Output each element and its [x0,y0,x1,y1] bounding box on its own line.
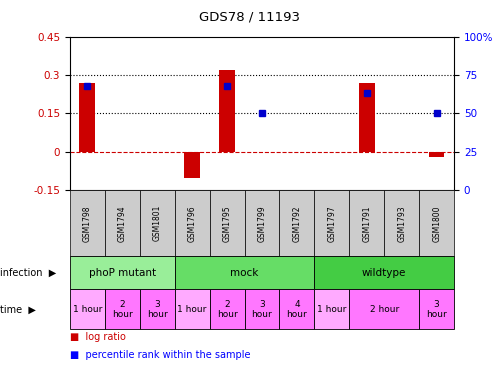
Text: GSM1791: GSM1791 [362,205,371,242]
Text: GSM1801: GSM1801 [153,205,162,242]
Text: GSM1798: GSM1798 [83,205,92,242]
Text: 4
hour: 4 hour [286,299,307,319]
Text: mock: mock [231,268,258,278]
Text: time  ▶: time ▶ [0,304,36,314]
Text: 1 hour: 1 hour [178,305,207,314]
Text: GSM1792: GSM1792 [292,205,301,242]
Text: 3
hour: 3 hour [251,299,272,319]
Text: wildtype: wildtype [362,268,406,278]
Text: GDS78 / 11193: GDS78 / 11193 [199,11,300,24]
Text: GSM1799: GSM1799 [257,205,266,242]
Bar [79,83,95,152]
Text: 2 hour: 2 hour [370,305,399,314]
Text: GSM1795: GSM1795 [223,205,232,242]
Bar [359,83,375,152]
Text: ■  percentile rank within the sample: ■ percentile rank within the sample [70,350,250,360]
Text: GSM1796: GSM1796 [188,205,197,242]
Text: 3
hour: 3 hour [147,299,168,319]
Bar [184,152,200,178]
Text: phoP mutant: phoP mutant [89,268,156,278]
Bar [219,70,235,152]
Text: ■  log ratio: ■ log ratio [70,332,126,342]
Text: GSM1800: GSM1800 [432,205,441,242]
Text: GSM1793: GSM1793 [397,205,406,242]
Text: 2
hour: 2 hour [217,299,238,319]
Text: 3
hour: 3 hour [426,299,447,319]
Text: 2
hour: 2 hour [112,299,133,319]
Text: 1 hour: 1 hour [73,305,102,314]
Text: GSM1794: GSM1794 [118,205,127,242]
Text: GSM1797: GSM1797 [327,205,336,242]
Text: 1 hour: 1 hour [317,305,346,314]
Text: infection  ▶: infection ▶ [0,268,56,278]
Bar [429,152,445,157]
